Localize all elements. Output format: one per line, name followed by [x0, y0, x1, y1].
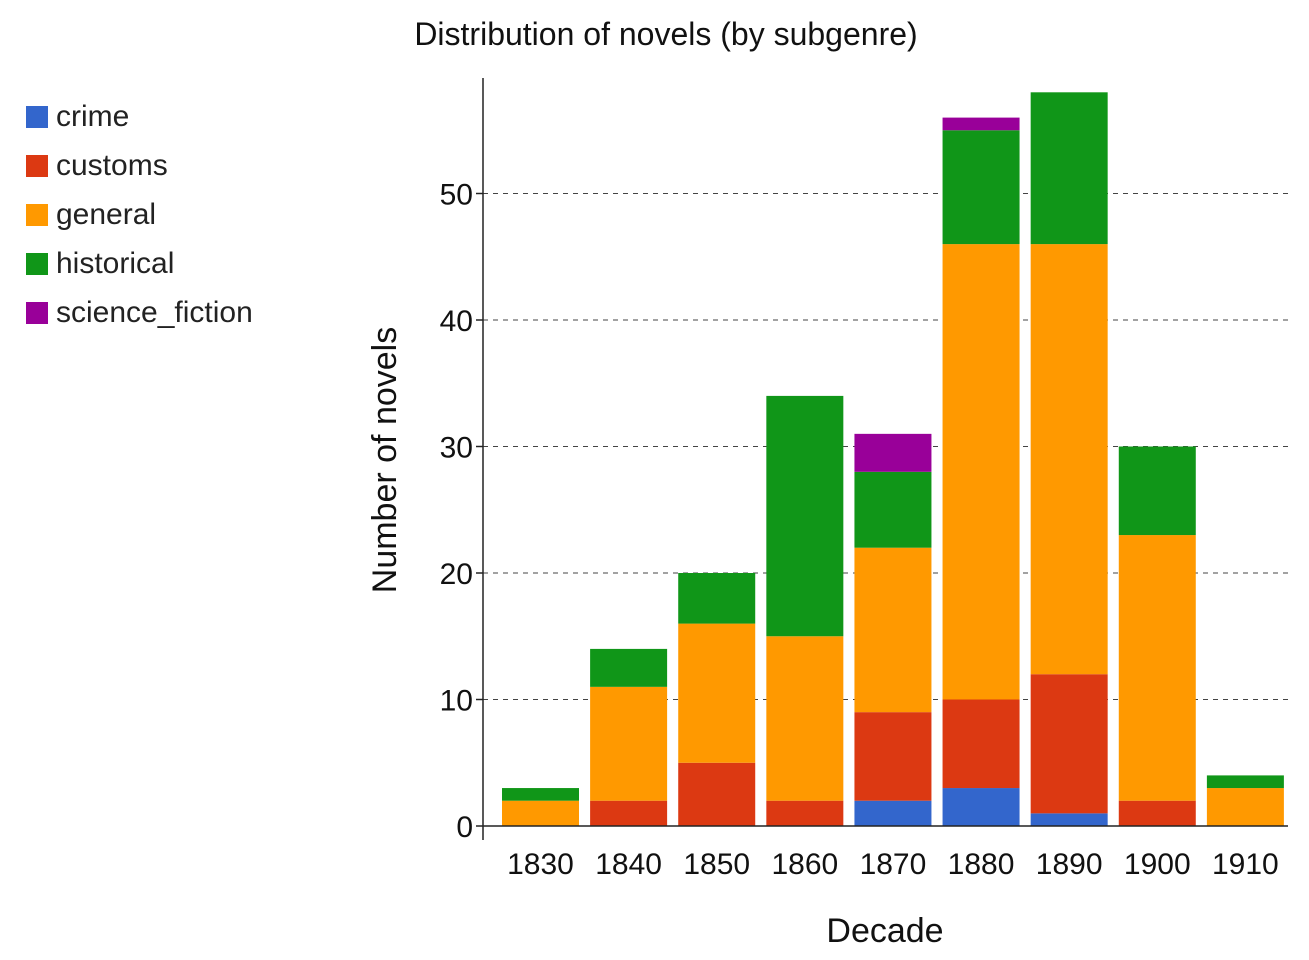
x-tick-label: 1890 [1036, 848, 1103, 881]
bar-general-1900 [1118, 535, 1196, 801]
x-tick-labels: 1830 1840 1850 1860 1870 1880 1890 1900 1910 [507, 848, 1279, 881]
legend-swatch [26, 105, 48, 128]
legend-item-general: general [26, 190, 253, 239]
bar-general-1840 [590, 686, 668, 801]
bar-historical-1900 [1118, 446, 1196, 536]
x-tick-label: 1870 [860, 848, 927, 881]
y-tick-label: 50 [440, 179, 473, 212]
x-tick-label: 1860 [771, 848, 838, 881]
bar-customs-1860 [766, 800, 844, 826]
bar-historical-1880 [942, 130, 1020, 245]
legend-swatch [26, 252, 48, 275]
legend-item-historical: historical [26, 239, 253, 288]
legend-label: historical [56, 246, 175, 280]
bar-general-1880 [942, 244, 1020, 700]
bar-general-1830 [502, 800, 579, 826]
legend: crime customs general historical science_fic… [26, 92, 253, 337]
bar-science_fiction-1870 [854, 433, 932, 472]
chart-title: Distribution of novels (by subgenre) [414, 16, 917, 52]
bar-customs-1840 [590, 800, 668, 826]
bar-historical-1850 [678, 573, 756, 624]
bar-historical-1830 [502, 788, 579, 801]
x-tick-label: 1910 [1212, 848, 1279, 881]
bars [502, 92, 1284, 826]
legend-swatch [26, 154, 48, 177]
x-tick-label: 1900 [1124, 848, 1191, 881]
x-tick-label: 1840 [595, 848, 662, 881]
legend-item-science_fiction: science_fiction [26, 288, 253, 337]
x-tick-label: 1830 [507, 848, 574, 881]
bar-customs-1880 [942, 699, 1020, 789]
bar-customs-1870 [854, 712, 932, 801]
bar-historical-1890 [1030, 92, 1108, 245]
y-axis-title: Number of novels [366, 327, 404, 593]
bar-customs-1900 [1118, 800, 1196, 826]
bar-historical-1870 [854, 471, 932, 548]
bar-general-1870 [854, 547, 932, 713]
bar-science_fiction-1880 [942, 117, 1020, 131]
bar-general-1910 [1206, 788, 1284, 826]
bar-general-1890 [1030, 244, 1108, 675]
bar-crime-1880 [942, 788, 1020, 826]
legend-swatch [26, 203, 48, 226]
bar-historical-1840 [590, 648, 668, 687]
bar-general-1860 [766, 636, 844, 801]
x-tick-label: 1850 [683, 848, 750, 881]
x-axis-title: Decade [826, 912, 943, 950]
legend-swatch [26, 301, 48, 324]
bar-historical-1860 [766, 395, 844, 637]
y-tick-label: 0 [456, 811, 473, 844]
legend-label: general [56, 197, 157, 231]
legend-label: science_fiction [56, 295, 253, 329]
bar-customs-1850 [678, 762, 756, 826]
bar-crime-1890 [1030, 813, 1108, 826]
bar-historical-1910 [1206, 775, 1284, 789]
axes [482, 78, 1288, 840]
y-tick-label: 10 [440, 685, 473, 718]
y-tick-label: 40 [440, 305, 473, 338]
bar-customs-1890 [1030, 674, 1108, 814]
legend-item-crime: crime [26, 92, 253, 141]
bar-general-1850 [678, 623, 756, 763]
y-tick-label: 20 [440, 558, 473, 591]
y-tick-labels: 0 10 20 30 40 50 [440, 179, 483, 844]
x-tick-label: 1880 [948, 848, 1015, 881]
legend-item-customs: customs [26, 141, 253, 190]
legend-label: crime [56, 99, 130, 133]
bar-crime-1870 [854, 800, 932, 826]
legend-label: customs [56, 148, 168, 182]
y-tick-label: 30 [440, 432, 473, 465]
